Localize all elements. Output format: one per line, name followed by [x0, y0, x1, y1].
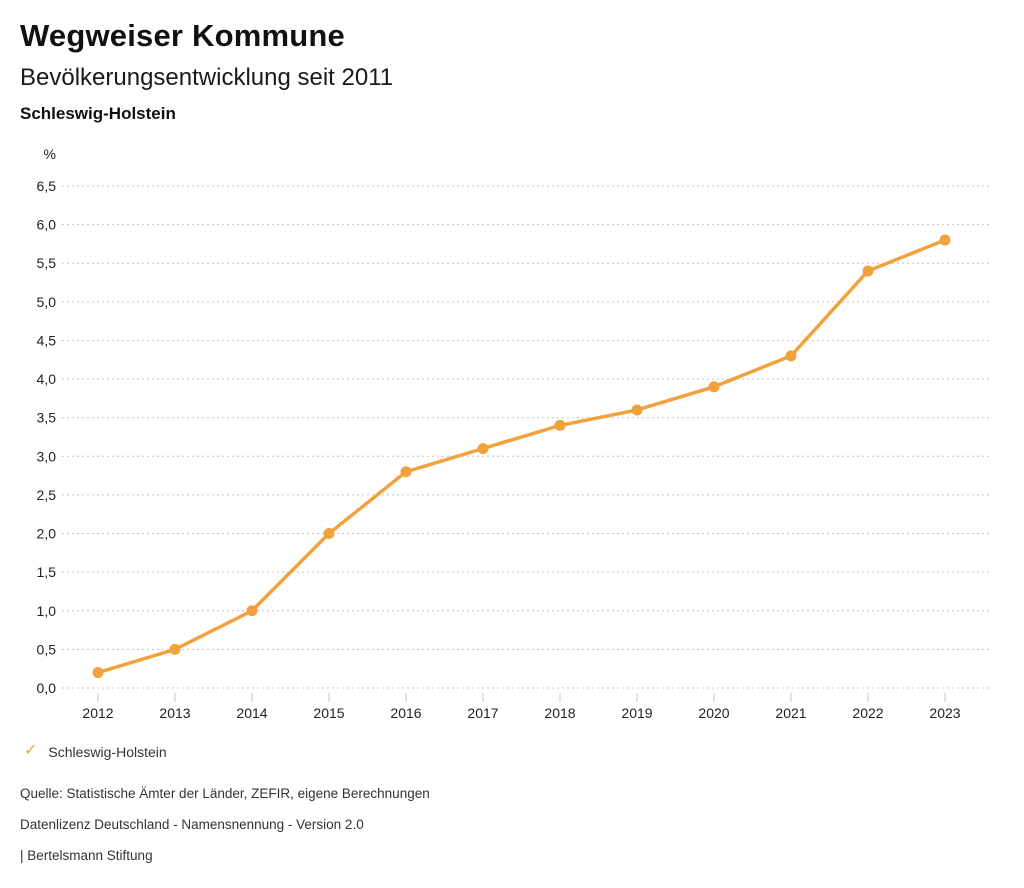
- y-axis-label: 2,5: [37, 487, 57, 503]
- x-axis-label: 2023: [929, 705, 960, 721]
- x-axis-label: 2021: [775, 705, 806, 721]
- region-label: Schleswig-Holstein: [20, 104, 176, 123]
- data-point: [554, 419, 566, 431]
- y-axis-label: 6,5: [37, 178, 57, 194]
- y-axis-label: 4,5: [37, 332, 57, 348]
- data-point: [400, 466, 412, 478]
- data-point: [169, 643, 181, 655]
- legend-item[interactable]: ✓ Schleswig-Holstein: [24, 742, 167, 761]
- y-axis-label: 2,0: [37, 526, 57, 542]
- y-axis-label: 5,5: [37, 255, 57, 271]
- x-axis-label: 2020: [698, 705, 729, 721]
- data-point: [631, 404, 643, 416]
- y-axis-label: 3,0: [37, 448, 57, 464]
- y-axis-unit-label: %: [44, 146, 56, 162]
- data-point: [323, 528, 335, 540]
- y-axis-label: 1,0: [37, 603, 57, 619]
- x-axis-label: 2015: [313, 705, 344, 721]
- check-icon: ✓: [24, 742, 38, 759]
- series-line: [96, 238, 947, 675]
- attribution-note: | Bertelsmann Stiftung: [20, 848, 153, 863]
- data-point: [785, 350, 797, 362]
- data-point: [92, 667, 104, 679]
- data-point: [246, 605, 258, 617]
- x-axis-label: 2018: [544, 705, 575, 721]
- x-axis-label: 2022: [852, 705, 883, 721]
- y-axis-label: 0,5: [37, 641, 57, 657]
- x-axis-label: 2014: [236, 705, 267, 721]
- x-axis-label: 2016: [390, 705, 421, 721]
- y-axis-label: 1,5: [37, 564, 57, 580]
- x-axis-label: 2017: [467, 705, 498, 721]
- legend-label: Schleswig-Holstein: [48, 744, 167, 760]
- source-note: Quelle: Statistische Ämter der Länder, Z…: [20, 786, 430, 801]
- x-axis-label: 2012: [82, 705, 113, 721]
- data-point: [862, 265, 874, 277]
- y-axis-label: 3,5: [37, 410, 57, 426]
- data-point: [708, 381, 720, 393]
- y-axis-label: 0,0: [37, 680, 57, 696]
- page-title: Wegweiser Kommune: [20, 18, 345, 53]
- line-chart: 0,0 0,5 1,0 1,5 2,0 2,5 3,0 3,5 4,0 4,5 5,0 5,5 6,0 6…: [37, 146, 992, 721]
- data-point: [477, 443, 489, 455]
- y-axis-label: 6,0: [37, 217, 57, 233]
- x-axis-label: 2013: [159, 705, 190, 721]
- x-axis-label: 2019: [621, 705, 652, 721]
- chart-title: Bevölkerungsentwicklung seit 2011: [20, 64, 394, 91]
- license-note: Datenlizenz Deutschland - Namensnennung …: [20, 817, 364, 832]
- data-point: [939, 234, 951, 246]
- y-axis-label: 4,0: [37, 371, 57, 387]
- y-axis-label: 5,0: [37, 294, 57, 310]
